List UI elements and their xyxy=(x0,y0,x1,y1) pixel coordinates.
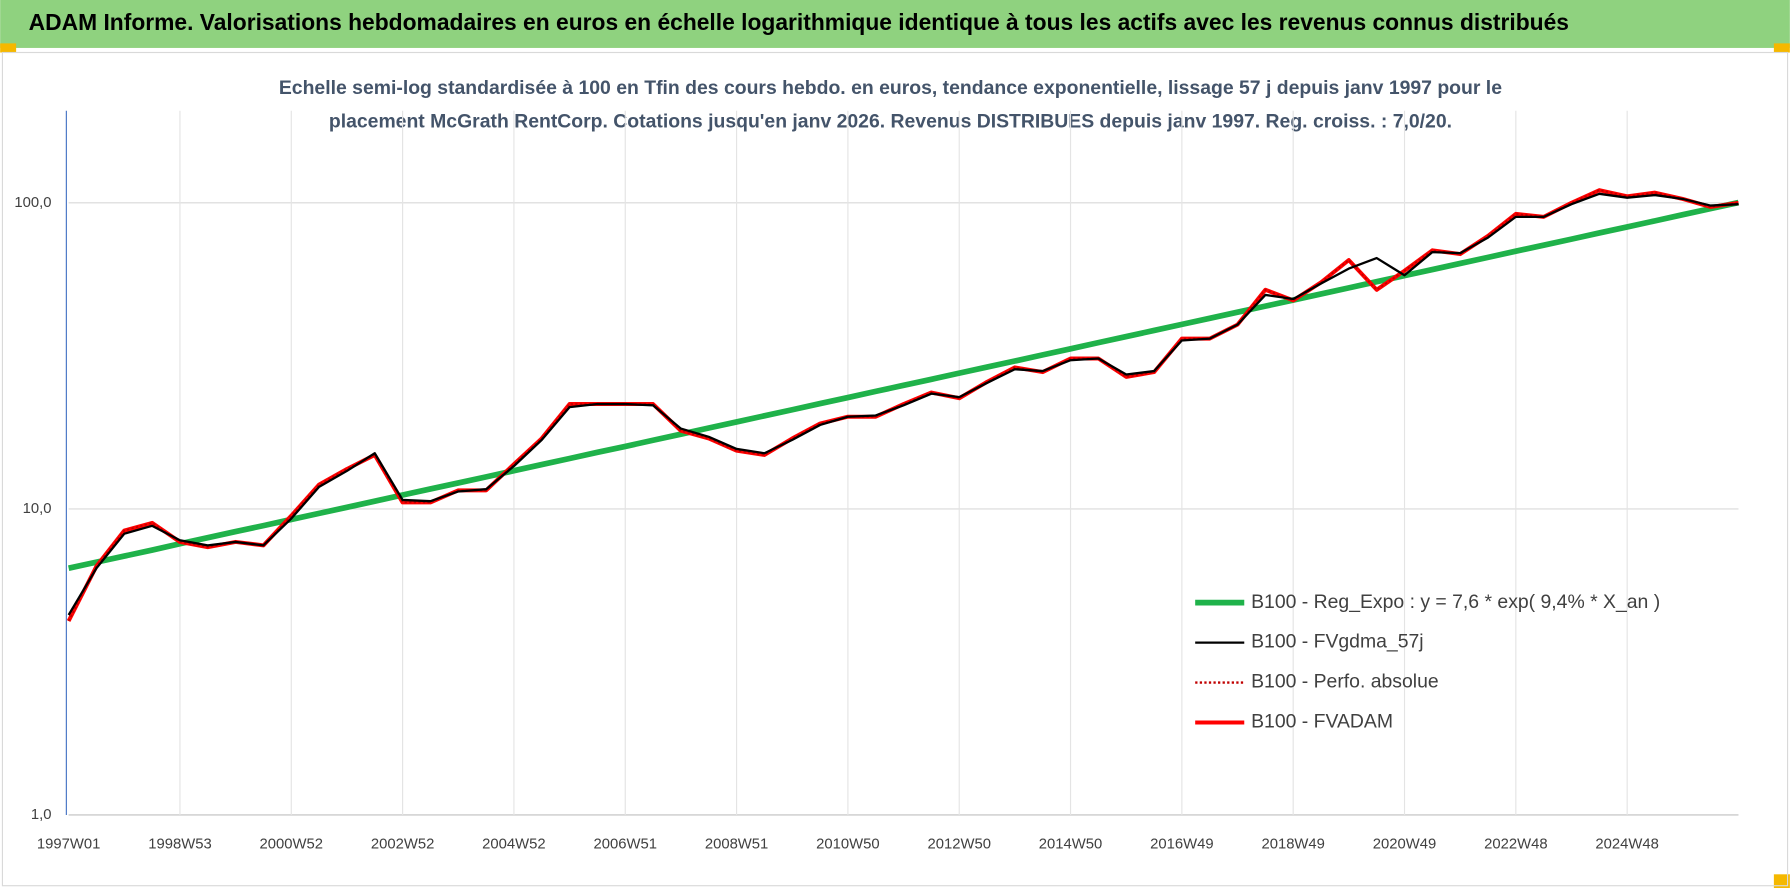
x-tick-label: 2014W50 xyxy=(1039,837,1102,853)
chart-border xyxy=(1,51,1789,887)
legend-label: B100 - Perfo. absolue xyxy=(1251,671,1439,693)
chart-title: ADAM Informe. Valorisations hebdomadaire… xyxy=(29,9,1569,35)
x-tick-label: 2016W49 xyxy=(1150,837,1213,853)
x-tick-label: 2006W51 xyxy=(594,837,657,853)
legend: B100 - Reg_Expo : y = 7,6 * exp( 9,4% * … xyxy=(1195,591,1660,733)
y-tick-label: 10,0 xyxy=(23,501,52,517)
x-tick-label: 2010W50 xyxy=(816,837,879,853)
x-tick-label: 2012W50 xyxy=(927,837,990,853)
x-tick-label: 2024W48 xyxy=(1595,837,1658,853)
title-bar xyxy=(0,0,1790,48)
y-tick-label: 1,0 xyxy=(31,807,52,823)
y-tick-label: 100,0 xyxy=(14,195,51,211)
legend-label: B100 - Reg_Expo : y = 7,6 * exp( 9,4% * … xyxy=(1251,591,1660,613)
x-tick-label: 2022W48 xyxy=(1484,837,1547,853)
legend-label: B100 - FVgdma_57j xyxy=(1251,631,1423,653)
x-tick-label: 2002W52 xyxy=(371,837,434,853)
series-line xyxy=(68,199,1740,571)
x-tick-label: 2020W49 xyxy=(1373,837,1436,853)
x-tick-label: 2000W52 xyxy=(260,837,323,853)
x-tick-label: 1998W53 xyxy=(148,837,211,853)
chart-subtitle: Echelle semi-log standardisée à 100 en T… xyxy=(279,77,1502,99)
corner-mark xyxy=(1773,874,1790,888)
legend-label: B100 - FVADAM xyxy=(1251,711,1393,733)
x-tick-label: 2018W49 xyxy=(1261,837,1324,853)
corner-mark xyxy=(0,43,17,53)
x-tick-label: 1997W01 xyxy=(37,837,100,853)
x-tick-label: 2004W52 xyxy=(482,837,545,853)
corner-mark xyxy=(1773,43,1790,53)
series-line xyxy=(67,192,1739,616)
chart-subtitle: placement McGrath RentCorp. Cotations ju… xyxy=(329,110,1452,132)
plot xyxy=(66,188,1740,622)
x-tick-label: 2008W51 xyxy=(705,837,768,853)
